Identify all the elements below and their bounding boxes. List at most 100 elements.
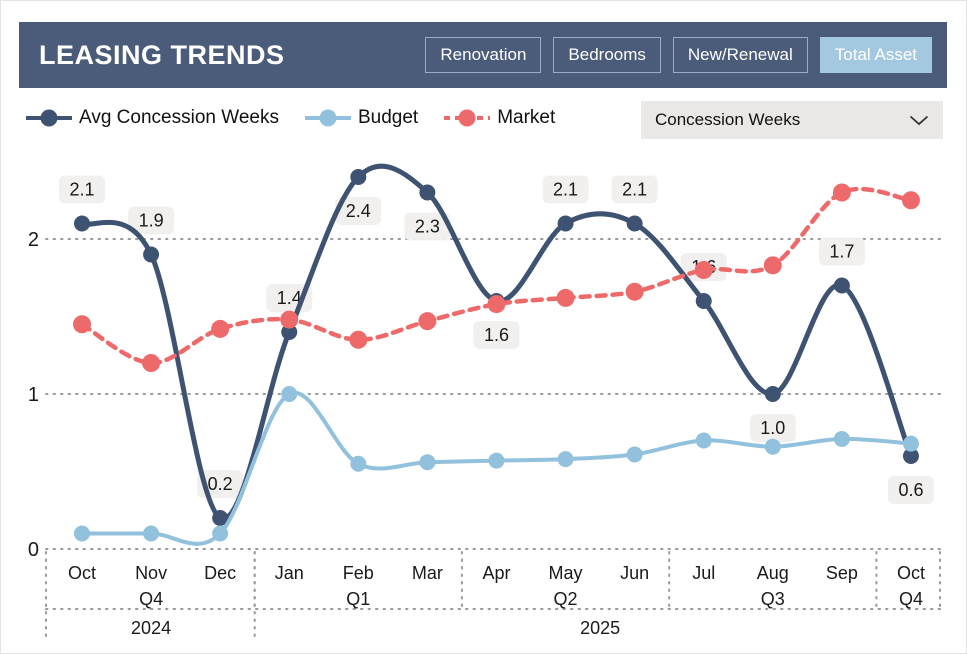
- data-point-avg-concession-weeks: [350, 169, 367, 185]
- data-point-market: [901, 191, 920, 210]
- data-point-budget: [764, 438, 781, 455]
- data-point-market: [556, 288, 575, 307]
- metric-dropdown-value: Concession Weeks: [655, 110, 801, 129]
- tab-renovation[interactable]: Renovation: [425, 36, 542, 74]
- data-label-badge: [749, 414, 796, 442]
- month-label: Aug: [757, 563, 789, 583]
- month-label: Jun: [620, 563, 649, 583]
- tab-total-asset[interactable]: Total Asset: [819, 36, 932, 74]
- month-label: Feb: [343, 563, 374, 583]
- legend-item-budget[interactable]: Budget: [304, 107, 419, 129]
- legend-item-market[interactable]: Market: [444, 107, 555, 129]
- data-point-budget: [350, 455, 367, 472]
- month-label: Nov: [135, 563, 167, 583]
- data-point-avg-concession-weeks: [74, 215, 90, 232]
- legend-swatch-icon: [444, 109, 491, 127]
- data-point-budget: [488, 452, 505, 469]
- month-label: Apr: [482, 563, 510, 583]
- quarter-label: Q4: [899, 589, 923, 609]
- data-point-budget: [902, 435, 919, 452]
- month-label: Sep: [826, 563, 858, 583]
- data-point-avg-concession-weeks: [281, 324, 298, 340]
- data-point-market: [349, 330, 368, 349]
- header-bar: LEASING TRENDS Renovation Bedrooms New/Ren…: [19, 22, 947, 88]
- data-label-badge: [473, 321, 520, 349]
- data-point-avg-concession-weeks: [626, 215, 643, 232]
- legend-label: Avg Concession Weeks: [79, 107, 279, 128]
- tab-bedrooms[interactable]: Bedrooms: [553, 36, 661, 74]
- legend-swatch-icon: [26, 109, 72, 127]
- data-label-value: 2.4: [346, 201, 371, 221]
- data-point-avg-concession-weeks: [143, 246, 160, 263]
- data-point-market: [280, 310, 299, 329]
- legend-label: Market: [497, 107, 556, 128]
- data-point-market: [832, 183, 851, 202]
- data-label-value: 1.0: [760, 418, 785, 438]
- data-point-market: [694, 261, 713, 279]
- tab-new-renewal[interactable]: New/Renewal: [672, 36, 808, 74]
- data-point-budget: [281, 386, 298, 402]
- data-point-avg-concession-weeks: [833, 277, 850, 294]
- month-label: Jul: [692, 563, 715, 583]
- chart-legend: Avg Concession Weeks Budget Market: [26, 107, 555, 129]
- data-point-avg-concession-weeks: [764, 386, 781, 402]
- y-tick-label: 0: [28, 539, 39, 561]
- data-label-badge: [128, 206, 175, 235]
- data-point-market: [211, 319, 230, 338]
- data-label-value: 1.4: [277, 288, 302, 308]
- data-point-market: [487, 295, 506, 314]
- data-label-value: 2.1: [553, 180, 578, 200]
- data-point-market: [418, 312, 437, 331]
- quarter-label: Q3: [761, 589, 785, 609]
- data-point-budget: [833, 430, 850, 447]
- data-point-avg-concession-weeks: [695, 293, 712, 309]
- view-tabs: Renovation Bedrooms New/Renewal Total Asset: [425, 36, 932, 74]
- data-point-avg-concession-weeks: [212, 510, 229, 526]
- data-label-value: 0.6: [898, 480, 923, 500]
- data-label-badge: [611, 175, 658, 204]
- data-label-value: 1.9: [139, 211, 164, 231]
- data-point-market: [142, 354, 161, 372]
- year-label: 2025: [580, 618, 620, 638]
- y-tick-label: 1: [28, 384, 39, 406]
- data-point-budget: [557, 451, 574, 468]
- legend-item-avg-concession-weeks[interactable]: Avg Concession Weeks: [26, 107, 279, 129]
- data-point-budget: [143, 525, 160, 542]
- metric-dropdown[interactable]: Concession Weeks: [641, 101, 943, 139]
- data-point-market: [763, 256, 782, 275]
- quarter-label: Q4: [139, 589, 163, 609]
- data-point-market: [625, 282, 644, 301]
- month-label: Dec: [204, 563, 236, 583]
- month-label: May: [549, 563, 583, 583]
- legend-label: Budget: [357, 107, 419, 128]
- month-label: Oct: [68, 563, 96, 583]
- data-point-market: [73, 315, 91, 334]
- quarter-label: Q1: [346, 589, 370, 609]
- data-point-budget: [212, 525, 229, 542]
- data-point-avg-concession-weeks: [419, 184, 436, 201]
- data-label-badge: [404, 212, 451, 241]
- data-label-value: 2.1: [622, 180, 647, 200]
- data-point-budget: [626, 446, 643, 463]
- data-label-value: 2.1: [69, 180, 94, 200]
- y-tick-label: 2: [28, 229, 39, 251]
- data-point-avg-concession-weeks: [557, 215, 574, 232]
- data-label-value: 1.7: [829, 242, 854, 262]
- data-label-badge: [887, 476, 934, 504]
- data-label-badge: [59, 175, 105, 204]
- page-title: LEASING TRENDS: [39, 39, 285, 70]
- data-label-value: 2.3: [415, 217, 440, 237]
- year-label: 2024: [131, 618, 171, 638]
- month-label: Mar: [412, 563, 443, 583]
- month-label: Oct: [897, 563, 925, 583]
- month-label: Jan: [275, 563, 304, 583]
- legend-swatch-icon: [304, 109, 351, 127]
- data-point-budget: [74, 525, 90, 542]
- data-point-avg-concession-weeks: [902, 448, 919, 464]
- data-label-badge: [335, 197, 382, 225]
- chevron-down-icon: [909, 115, 929, 125]
- data-label-badge: [542, 175, 589, 204]
- data-point-budget: [419, 454, 436, 471]
- quarter-label: Q2: [554, 589, 578, 609]
